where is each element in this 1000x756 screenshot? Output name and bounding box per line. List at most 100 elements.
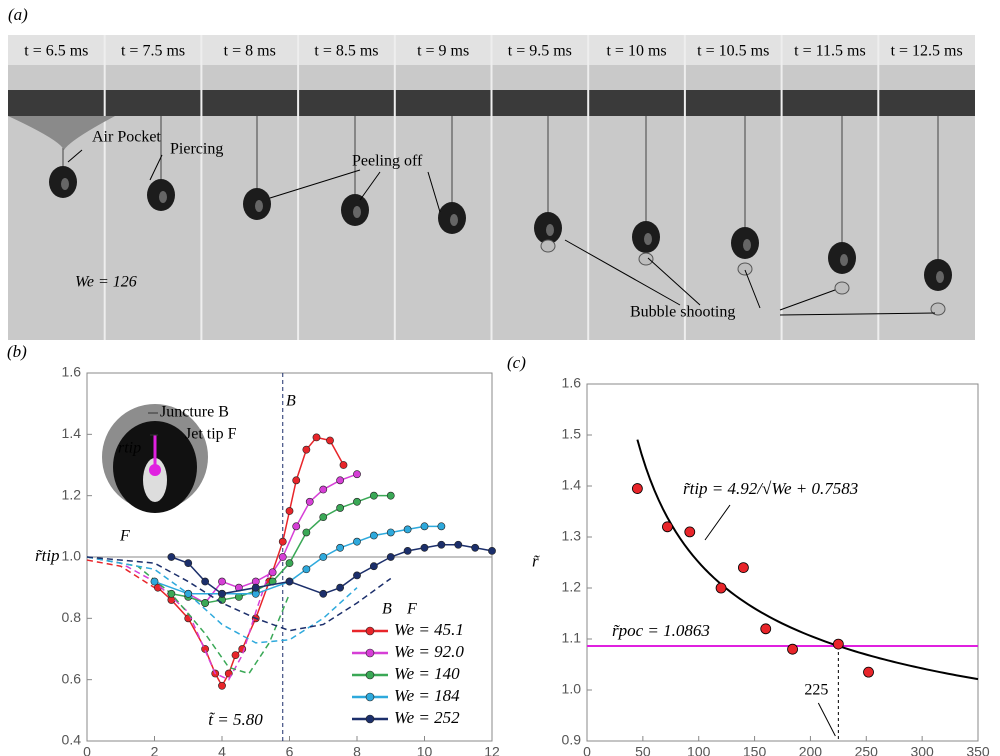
legend-marker	[365, 714, 375, 724]
y-tick-label: 1.4	[62, 425, 82, 441]
frame-time: t = 9 ms	[417, 43, 469, 60]
air-pocket	[8, 116, 115, 150]
data-point	[353, 497, 361, 506]
fit-label: r̃tip = 4.92/√We + 0.7583	[683, 479, 858, 498]
annotation: We = 126	[75, 274, 137, 291]
y-tick-label: 1.0	[562, 681, 582, 697]
crossing-label: 225	[804, 682, 828, 699]
data-point	[302, 528, 311, 537]
x-tick-label: 150	[743, 744, 767, 756]
data-point	[420, 522, 429, 531]
frame-time: t = 7.5 ms	[121, 43, 185, 60]
data-point	[353, 571, 361, 580]
data-point	[285, 559, 294, 568]
data-point	[787, 643, 798, 655]
annotation: B	[382, 601, 392, 618]
x-tick-label: 0	[83, 744, 91, 756]
bubble	[930, 302, 946, 316]
y-tick-label: 1.2	[62, 486, 82, 502]
x-tick-label: 4	[218, 744, 226, 756]
frame-time: t = 12.5 ms	[891, 43, 963, 60]
data-point	[369, 531, 378, 540]
data-point	[302, 565, 311, 574]
y-tick-label: 1.3	[562, 528, 582, 544]
drop-highlight	[840, 254, 848, 266]
model-curve	[86, 556, 358, 644]
fit-curve	[636, 439, 979, 681]
legend-label: We = 252	[394, 708, 460, 727]
x-tick-label: 250	[855, 744, 879, 756]
data-point	[218, 577, 226, 586]
data-point	[684, 526, 696, 538]
y-tick-label: 0.6	[62, 670, 82, 686]
x-tick-label: 50	[635, 744, 651, 756]
data-point	[437, 540, 446, 549]
drop-highlight	[255, 200, 263, 212]
data-point	[403, 525, 412, 534]
data-point	[369, 491, 378, 500]
bubble	[737, 262, 753, 276]
data-point	[184, 559, 193, 568]
data-point	[292, 476, 301, 485]
frame-time: t = 10.5 ms	[697, 43, 769, 60]
annotation: Peeling off	[352, 153, 423, 170]
y-axis-label: r̃	[532, 551, 540, 570]
data-point	[201, 645, 210, 653]
legend-marker	[365, 670, 375, 680]
data-point	[353, 537, 361, 546]
frame-time: t = 11.5 ms	[794, 43, 866, 60]
leader	[817, 702, 836, 737]
data-point	[218, 681, 226, 690]
data-point	[305, 497, 314, 506]
data-point	[336, 476, 345, 485]
y-tick-label: 1.1	[562, 630, 582, 646]
legend-label: We = 184	[394, 686, 460, 705]
data-point	[278, 553, 287, 561]
drop-highlight	[159, 191, 167, 203]
inset-image	[102, 404, 208, 513]
model-curve	[86, 556, 270, 681]
annotation: Bubble shooting	[630, 304, 735, 321]
model-curve	[86, 556, 392, 632]
bubble	[540, 239, 556, 253]
data-point	[403, 546, 412, 555]
y-axis-label: r̃tip	[35, 546, 60, 565]
annotation: Juncture B	[160, 404, 229, 421]
annotation: Air Pocket	[92, 129, 161, 146]
y-tick-label: 0.9	[562, 732, 582, 748]
plot-frame	[586, 383, 979, 742]
data-point	[631, 483, 643, 494]
data-point	[326, 436, 334, 445]
data-point	[488, 546, 496, 555]
data-point	[312, 433, 321, 442]
x-tick-label: 10	[417, 744, 433, 756]
x-tick-label: 100	[687, 744, 711, 756]
data-point	[292, 522, 301, 531]
annotation: rtip	[118, 440, 141, 457]
data-point	[167, 589, 176, 598]
data-point	[471, 543, 480, 552]
data-point	[832, 638, 844, 650]
data-point	[285, 507, 294, 515]
x-tick-label: 200	[799, 744, 823, 756]
data-point	[386, 491, 395, 500]
frame-time: t = 9.5 ms	[508, 43, 572, 60]
y-tick-label: 1.6	[62, 364, 82, 380]
panel-label: (b)	[7, 342, 27, 361]
drop-highlight	[61, 178, 69, 190]
data-point	[386, 553, 395, 561]
bubble	[834, 281, 850, 295]
data-point	[319, 589, 328, 598]
drop-highlight	[936, 271, 944, 283]
legend-marker	[365, 626, 375, 636]
data-point	[715, 582, 727, 594]
reference-label: r̃poc = 1.0863	[612, 621, 710, 640]
drop-highlight	[450, 214, 458, 226]
frame-time: t = 6.5 ms	[24, 43, 88, 60]
x-tick-label: 12	[484, 744, 500, 756]
drop-highlight	[644, 233, 652, 245]
data-point	[268, 568, 277, 577]
x-tick-label: 8	[353, 744, 361, 756]
data-point	[251, 583, 260, 592]
data-point	[231, 651, 240, 660]
